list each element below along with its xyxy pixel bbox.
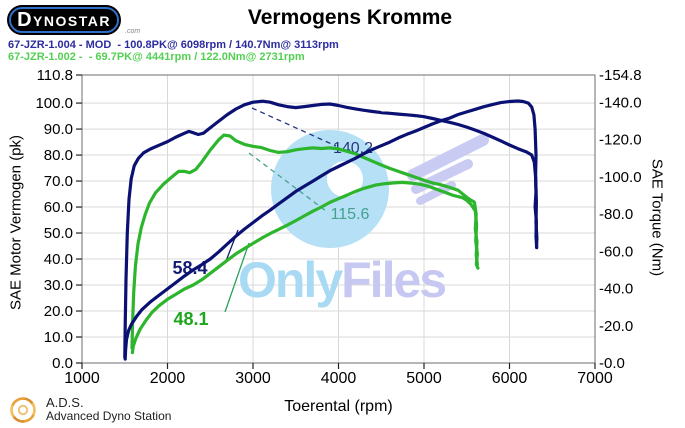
x-tick-label: 1000 (64, 370, 100, 387)
x-tick-label: 4000 (321, 370, 357, 387)
dynostar-logo-ring (9, 7, 119, 33)
y-axis-label-left: SAE Motor Vermogen (pk) (7, 134, 25, 311)
watermark-text: OnlyFiles (238, 252, 445, 308)
y-right-tick-label: -60.0 (599, 243, 633, 260)
dynostar-logo-suffix: .com (125, 28, 141, 35)
y-right-tick-label: -120.0 (599, 132, 642, 149)
dynostar-logo: DYNOSTAR (7, 5, 121, 35)
y-right-tick-label: -154.8 (599, 67, 642, 84)
y-left-tick-label: 100.0 (35, 95, 73, 112)
x-tick-label: 7000 (577, 370, 613, 387)
y-right-tick-label: -20.0 (599, 318, 633, 335)
curve-power-run-004 (123, 99, 539, 361)
run-line-2: 67-JZR-1.002 - - 69.7PK@ 4441rpm / 122.0… (8, 51, 305, 63)
y-right-tick-label: -140.0 (599, 95, 642, 112)
y-left-tick-label: 90.0 (44, 121, 73, 138)
annotation-value-115.6: 115.6 (331, 206, 370, 223)
annotation-value-58.4: 58.4 (172, 258, 207, 278)
annotation-callout-line (224, 242, 250, 313)
y-left-tick-label: 40.0 (44, 251, 73, 268)
watermark-wing-feather (407, 134, 489, 181)
y-left-tick-label: 60.0 (44, 199, 73, 216)
annotation-callout-line (251, 107, 337, 147)
y-left-tick-label: 50.0 (44, 225, 73, 242)
dynostar-logo-text: DYNOSTAR (17, 9, 111, 31)
y-left-tick-label: 110.8 (37, 67, 73, 84)
y-left-tick-label: 80.0 (44, 147, 73, 164)
x-tick-label: 6000 (492, 370, 528, 387)
x-axis-label: Toerental (rpm) (284, 398, 393, 415)
watermark-ring-hole (327, 161, 363, 197)
ads-abbreviation: A.D.S. (46, 395, 84, 410)
x-tick-label: 3000 (235, 370, 271, 387)
annotation-callout-line (248, 152, 327, 212)
y-right-tick-label: -40.0 (599, 281, 633, 298)
x-tick-label: 5000 (406, 370, 442, 387)
run-line-1: 67-JZR-1.004 - MOD - 100.8PK@ 6098rpm / … (8, 39, 339, 51)
y-right-tick-label: -100.0 (599, 169, 642, 186)
curve-torque-run-002 (130, 133, 479, 350)
y-left-tick-label: 70.0 (44, 173, 73, 190)
y-right-tick-label: -80.0 (599, 206, 633, 223)
curve-power-run-002 (130, 180, 480, 355)
chart-title: Vermogens Kromme (247, 6, 453, 29)
y-right-tick-label: -0.0 (599, 355, 625, 372)
ads-full-name: Advanced Dyno Station (46, 409, 172, 423)
ads-swirl-icon (10, 397, 36, 423)
y-left-tick-label: 20.0 (44, 303, 73, 320)
y-left-tick-label: 30.0 (44, 277, 73, 294)
annotation-value-48.1: 48.1 (173, 309, 208, 329)
curve-torque-run-004 (123, 99, 539, 359)
x-tick-label: 2000 (150, 370, 186, 387)
y-axis-label-right: SAE Torque (Nm) (648, 158, 666, 277)
y-left-tick-label: 0.0 (52, 355, 73, 372)
y-left-tick-label: 10.0 (44, 329, 73, 346)
